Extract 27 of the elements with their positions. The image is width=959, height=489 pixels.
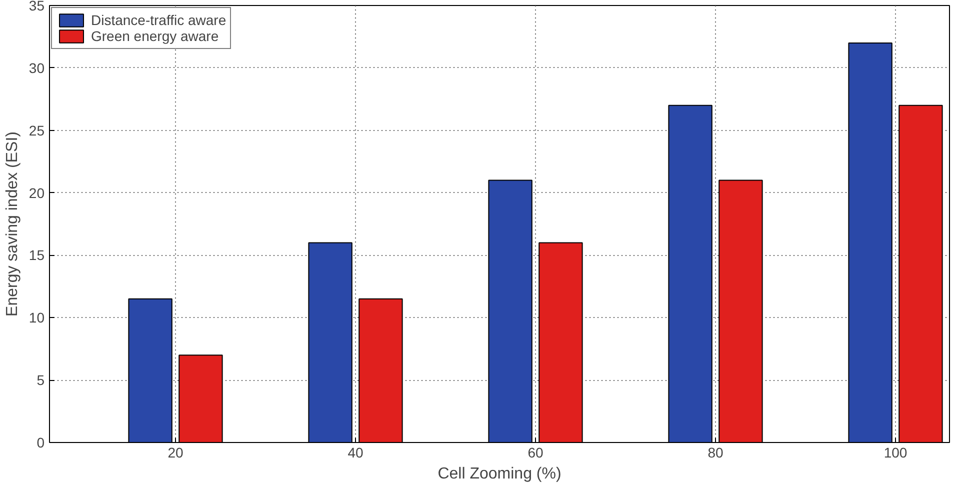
bar (848, 42, 892, 442)
bar (668, 104, 712, 442)
bar (898, 104, 943, 442)
y-tick-label: 25 (28, 122, 45, 138)
x-tick-label: 60 (528, 444, 544, 460)
x-tick-label: 40 (348, 444, 364, 460)
x-tick-label: 80 (708, 444, 724, 460)
y-tick-label: 20 (28, 184, 45, 201)
bar (358, 298, 403, 442)
y-tick-label: 5 (36, 372, 45, 388)
y-tick-label: 15 (28, 247, 45, 264)
y-tick-label: 30 (28, 60, 45, 76)
legend-label: Green energy aware (91, 28, 219, 44)
bar (178, 354, 223, 442)
bar (128, 298, 172, 442)
x-tick-label: 20 (168, 444, 184, 460)
legend-label: Distance-traffic aware (91, 12, 226, 28)
x-tick-label: 100 (884, 444, 908, 460)
y-tick-label: 0 (36, 434, 45, 450)
y-tick-label: 35 (28, 0, 45, 14)
x-axis-title: Cell Zooming (%) (438, 466, 562, 482)
y-axis-title: Energy saving index (ESI) (4, 132, 21, 316)
bar (488, 180, 532, 442)
bar (308, 242, 352, 442)
bar (538, 242, 583, 442)
y-tick-label: 10 (28, 310, 45, 326)
bar (718, 180, 763, 442)
